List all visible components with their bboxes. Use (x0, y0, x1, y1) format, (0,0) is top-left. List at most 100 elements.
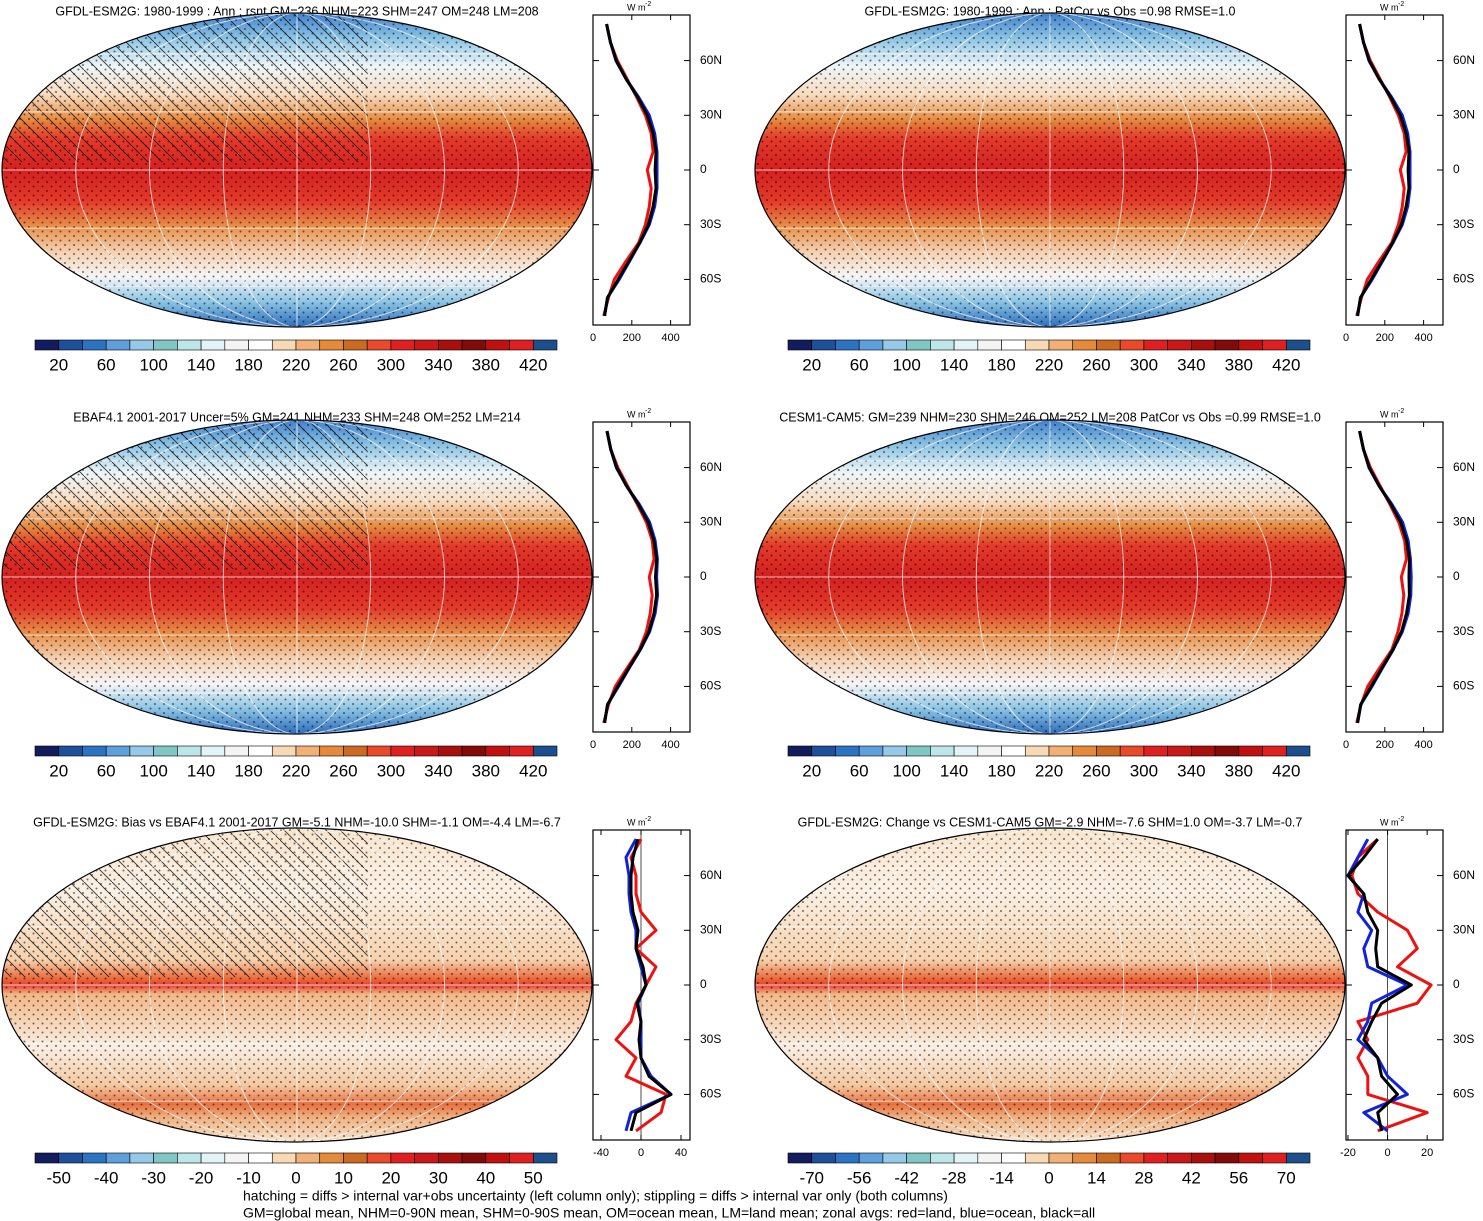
map-border (1, 419, 593, 735)
colorbar-swatch (1167, 339, 1192, 351)
zonal-frame (592, 829, 691, 1141)
colorbar-label: 380 (472, 761, 500, 780)
colorbar-label: 56 (1229, 1168, 1248, 1187)
colorbar-swatch (1072, 339, 1097, 351)
colorbar-swatch (177, 745, 202, 757)
colorbar-swatch (177, 339, 202, 351)
footer-note: hatching = diffs > internal var+obs unce… (243, 1188, 948, 1204)
colorbar-swatch (224, 1152, 249, 1164)
colorbar-swatch (1001, 1152, 1026, 1164)
zonal-frame (1345, 14, 1444, 326)
colorbar-label: 340 (1177, 761, 1205, 780)
panel-title: GFDL-ESM2G: 1980-1999 : Ann : PatCor vs … (864, 4, 1235, 18)
colorbar-swatch (977, 339, 1002, 351)
colorbar-label: 140 (940, 355, 968, 374)
colorbar-swatch (153, 1152, 178, 1164)
colorbar-swatch (366, 339, 392, 351)
colorbar-swatch (461, 1152, 487, 1164)
colorbar-swatch (1238, 745, 1263, 757)
colorbar-label: -28 (942, 1168, 967, 1187)
y-tick-label: 30N (700, 514, 722, 528)
map-border (754, 827, 1346, 1143)
colorbar-swatch (438, 745, 463, 757)
colorbar-swatch (930, 339, 955, 351)
x-tick-label: 400 (661, 739, 679, 751)
colorbar-label: 100 (139, 761, 167, 780)
colorbar-swatch (1096, 1152, 1121, 1164)
colorbar-label: 260 (329, 761, 357, 780)
panel-title: CESM1-CAM5: GM=239 NHM=230 SHM=246 OM=25… (779, 410, 1321, 424)
unit-label: W m (627, 409, 646, 419)
unit-exponent: -2 (1398, 816, 1404, 823)
y-tick-label: 30N (700, 107, 722, 121)
colorbar-swatch (1001, 339, 1026, 351)
colorbar-swatch (343, 339, 368, 351)
colorbar-swatch (295, 1152, 321, 1164)
unit-label: W m (1380, 2, 1399, 12)
panel-title: GFDL-ESM2G: Change vs CESM1-CAM5 GM=-2.9… (798, 815, 1303, 829)
colorbar-swatch (906, 1152, 931, 1164)
colorbar-label: 42 (1182, 1168, 1201, 1187)
zonal-line (1346, 838, 1409, 1133)
colorbar-swatch (1072, 745, 1097, 757)
y-tick-label: 30N (1453, 107, 1475, 121)
colorbar-swatch (1191, 745, 1216, 757)
colorbar-swatch (1214, 1152, 1240, 1164)
colorbar-swatch (977, 1152, 1002, 1164)
colorbar-label: 70 (1277, 1168, 1296, 1187)
colorbar-swatch (882, 1152, 907, 1164)
x-tick-label: 200 (623, 739, 641, 751)
colorbar-label: 220 (282, 761, 310, 780)
y-tick-label: 0 (700, 977, 707, 991)
zonal-line (1356, 430, 1413, 724)
y-tick-label: 60N (1453, 868, 1475, 882)
colorbar-label: -20 (189, 1168, 214, 1187)
colorbar-swatch (129, 1152, 154, 1164)
colorbar-label: 340 (424, 761, 452, 780)
colorbar-label: 60 (97, 761, 116, 780)
y-tick-label: 0 (1453, 977, 1460, 991)
colorbar-swatch (1238, 339, 1263, 351)
unit-label: W m (627, 817, 646, 827)
colorbar-label: 20 (49, 761, 68, 780)
colorbar-swatch (129, 339, 154, 351)
colorbar-swatch (787, 339, 813, 351)
y-tick-label: 0 (700, 569, 707, 583)
footer-note: GM=global mean, NHM=0-90N mean, SHM=0-90… (243, 1205, 1095, 1221)
y-tick-label: 60S (700, 272, 721, 286)
colorbar-swatch (438, 339, 463, 351)
colorbar-swatch (366, 745, 392, 757)
colorbar-swatch (1285, 339, 1311, 351)
colorbar-swatch (414, 1152, 439, 1164)
colorbar-label: 340 (1177, 355, 1205, 374)
y-tick-label: 30S (1453, 624, 1474, 638)
colorbar-swatch (343, 745, 368, 757)
colorbar-swatch (414, 339, 439, 351)
zonal-frame (592, 14, 691, 326)
colorbar-label: 420 (1272, 761, 1300, 780)
colorbar-label: 380 (1225, 761, 1253, 780)
colorbar-label: -50 (46, 1168, 71, 1187)
y-tick-label: 30N (1453, 514, 1475, 528)
x-tick-label: 0 (638, 1147, 644, 1159)
y-tick-label: 30S (1453, 1032, 1474, 1046)
map-border (754, 419, 1346, 735)
colorbar-swatch (1214, 339, 1240, 351)
colorbar-label: -10 (236, 1168, 261, 1187)
colorbar-swatch (34, 745, 60, 757)
colorbar-swatch (200, 745, 226, 757)
unit-exponent: -2 (645, 1, 651, 8)
y-tick-label: 60N (1453, 53, 1475, 67)
colorbar-swatch (34, 339, 60, 351)
x-tick-label: 200 (1376, 739, 1394, 751)
colorbar-swatch (811, 745, 836, 757)
colorbar-label: 40 (476, 1168, 495, 1187)
colorbar-swatch (105, 1152, 131, 1164)
colorbar-swatch (1262, 339, 1287, 351)
y-tick-label: 30S (700, 1032, 721, 1046)
colorbar-swatch (1024, 745, 1050, 757)
colorbar-label: -30 (141, 1168, 166, 1187)
colorbar-swatch (414, 745, 439, 757)
colorbar-label: 180 (234, 355, 262, 374)
